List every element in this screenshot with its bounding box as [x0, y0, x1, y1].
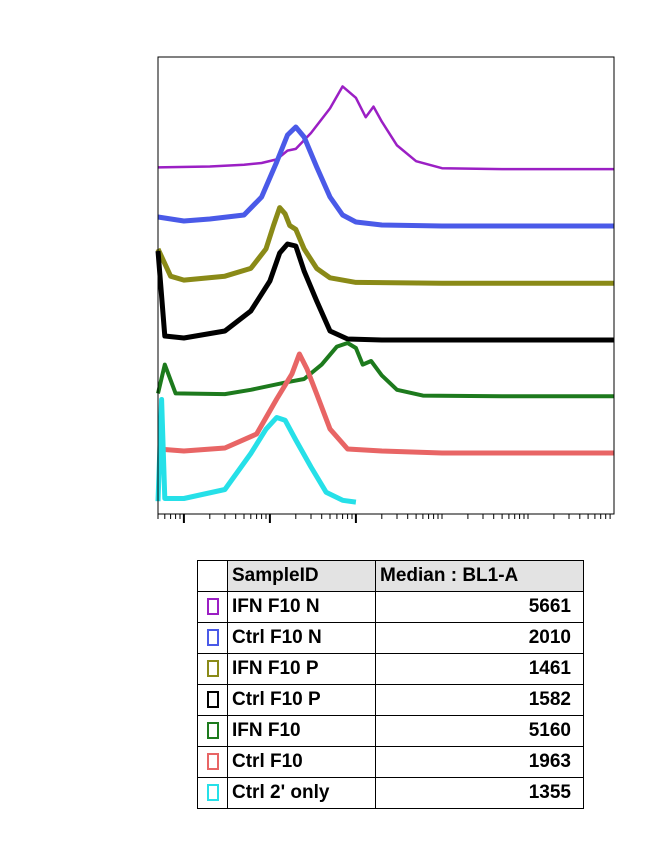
- legend-swatch: [206, 660, 219, 678]
- legend-sample-id: Ctrl F10 P: [227, 684, 376, 716]
- legend-header-row: SampleID Median : BL1-A: [197, 560, 584, 592]
- legend-row: Ctrl F10 P 1582: [197, 684, 584, 716]
- legend-sample-id: IFN F10 P: [227, 653, 376, 685]
- legend-row: IFN F10 P 1461: [197, 653, 584, 685]
- legend-sample-id: Ctrl F10 N: [227, 622, 376, 654]
- legend-header-median: Median : BL1-A: [375, 560, 584, 592]
- legend-median-value: 2010: [375, 622, 584, 654]
- series-line-7: [155, 397, 357, 505]
- legend-median-value: 5160: [375, 715, 584, 747]
- plot-frame: [157, 56, 615, 515]
- legend-swatch: [206, 691, 219, 709]
- legend-swatch-cell: [197, 684, 228, 716]
- legend-swatch-cell: [197, 653, 228, 685]
- legend-swatch: [206, 629, 219, 647]
- legend-swatch-cell: [197, 746, 228, 778]
- series-line-5: [156, 341, 614, 399]
- legend-median-value: 5661: [375, 591, 584, 623]
- legend-row: Ctrl F10 N 2010: [197, 622, 584, 654]
- legend-row: Ctrl F10 1963: [197, 746, 584, 778]
- legend-swatch: [206, 722, 219, 740]
- legend-swatch-cell: [197, 715, 228, 747]
- histogram-overlay-chart: [155, 56, 615, 523]
- legend-median-value: 1963: [375, 746, 584, 778]
- legend-sample-id: Ctrl F10: [227, 746, 376, 778]
- series-line-3: [155, 205, 614, 286]
- legend-swatch-cell: [197, 591, 228, 623]
- legend-sample-id: IFN F10: [227, 715, 376, 747]
- legend-row: Ctrl 2' only 1355: [197, 777, 584, 809]
- legend-median-value: 1461: [375, 653, 584, 685]
- series-line-6: [157, 351, 614, 456]
- series-line-1: [157, 85, 614, 171]
- legend-sample-id: IFN F10 N: [227, 591, 376, 623]
- series-line-4: [155, 241, 614, 343]
- legend-median-value: 1582: [375, 684, 584, 716]
- legend-row: IFN F10 5160: [197, 715, 584, 747]
- legend-swatch: [206, 753, 219, 771]
- legend-swatch-cell: [197, 777, 228, 809]
- series-line-2: [157, 124, 614, 229]
- legend-sample-id: Ctrl 2' only: [227, 777, 376, 809]
- legend-median-value: 1355: [375, 777, 584, 809]
- legend-swatch: [206, 598, 219, 616]
- legend-swatch: [206, 784, 219, 802]
- legend-table: SampleID Median : BL1-A IFN F10 N 5661 Ctr…: [197, 560, 584, 809]
- legend-header-blank: [197, 560, 228, 592]
- legend-header-sampleid: SampleID: [227, 560, 376, 592]
- legend-swatch-cell: [197, 622, 228, 654]
- legend-row: IFN F10 N 5661: [197, 591, 584, 623]
